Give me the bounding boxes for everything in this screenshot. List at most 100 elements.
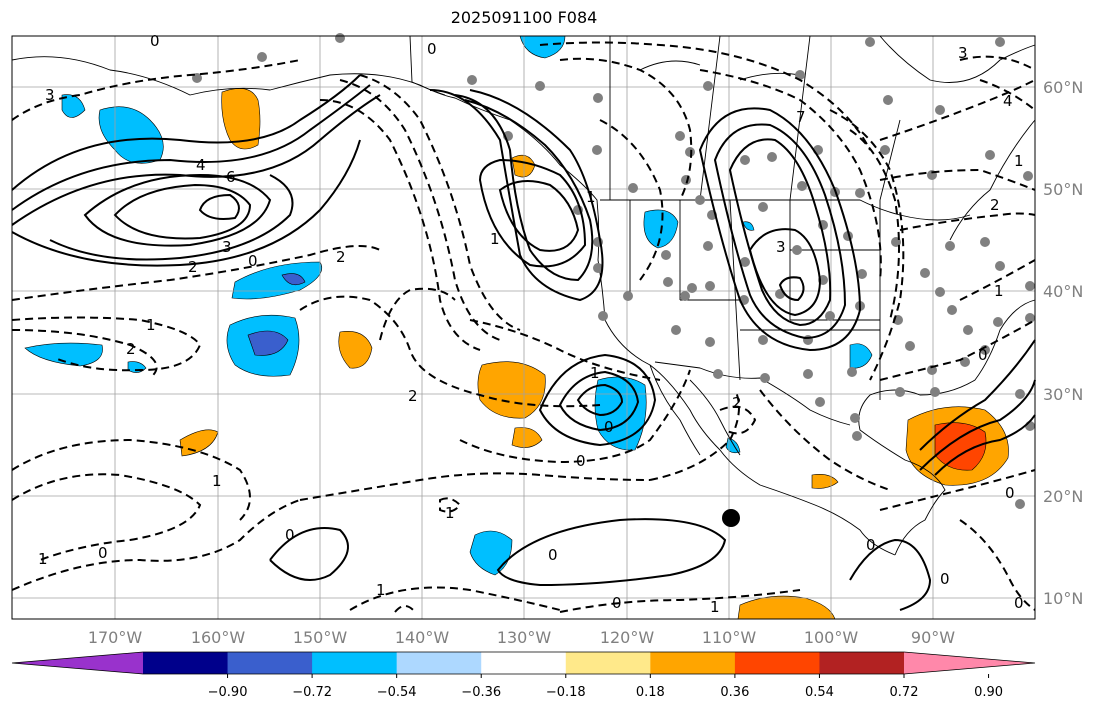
colorbar-tick-label: −0.72 (292, 685, 332, 700)
shade-orange-alaska (221, 88, 261, 150)
contours-solid (11, 74, 1036, 611)
shade-orange-108w (811, 474, 839, 489)
colorbar-box (143, 652, 229, 674)
coastlines (11, 35, 1036, 556)
contour-label: 0 (940, 570, 950, 588)
contour-label: 3 (958, 44, 968, 62)
contour-label: 0 (978, 346, 988, 364)
contour-label: 2 (336, 248, 346, 266)
map-background (12, 36, 1035, 619)
colorbar-box (819, 652, 905, 674)
contour-label: 1 (994, 282, 1004, 300)
shade-blue-120w (594, 376, 647, 451)
contour-label: 2 (126, 340, 136, 358)
lon-label-170w: 170°W (88, 628, 143, 647)
station-dots (192, 33, 1035, 509)
longitude-labels: 170°W 160°W 150°W 140°W 130°W 120°W 110°… (88, 628, 955, 647)
contour-label: 3 (776, 238, 786, 256)
contour-label: 0 (866, 536, 876, 554)
contour-label: 0 (604, 418, 614, 436)
lat-label-30n: 30°N (1043, 385, 1083, 404)
coast-mexico-gulf (858, 299, 1036, 556)
shade-blue-west (24, 342, 103, 367)
coast-baja (649, 364, 701, 456)
colorbar-tick-label: −0.54 (377, 685, 417, 700)
contour-label: 7 (796, 108, 806, 126)
contour-label: 1 (212, 472, 222, 490)
colorbar-tick-label: 0.54 (805, 685, 834, 700)
contour-label: 1 (586, 188, 596, 206)
shade-blue-north (519, 35, 566, 59)
lon-label-130w: 130°W (497, 628, 552, 647)
colorbar-outline (11, 651, 1036, 675)
map-frame (11, 35, 1036, 620)
contour-label: 0 (1005, 484, 1015, 502)
contour-label: 0 (427, 40, 437, 58)
marker-black-dot (722, 509, 740, 527)
shade-blue-32n-inner (247, 330, 289, 356)
colorbar-extend-high (904, 652, 1035, 674)
border-us-mexico (654, 361, 851, 426)
shade-blue-gulf (849, 343, 873, 369)
colorbar: −0.90 −0.72 −0.54 −0.36 −0.18 0.18 0.36 0.54 0.7… (11, 651, 1036, 700)
colorbar-tick-label: 0.90 (974, 685, 1003, 700)
lon-label-140w: 140°W (395, 628, 450, 647)
lon-label-150w: 150°W (293, 628, 348, 647)
colorbar-tick-label: 0.72 (890, 685, 919, 700)
colorbar-tick-label: −0.18 (546, 685, 586, 700)
latitude-labels: 60°N 50°N 40°N 30°N 20°N 10°N (1043, 78, 1083, 608)
contour-label: 4 (1003, 92, 1013, 110)
contour-labels: 3 4 6 3 2 0 2 1 2 0 0 2 7 3 1 0 2 1 0 0 … (38, 32, 1024, 616)
lat-label-60n: 60°N (1043, 78, 1083, 97)
colorbar-box (396, 652, 482, 674)
contour-label: 1 (445, 504, 455, 522)
colorbar-tick-label: 0.36 (720, 685, 749, 700)
shade-blue-130w-15n (469, 530, 513, 576)
colorbar-box (227, 652, 313, 674)
colorbar-extend-low (12, 652, 143, 674)
colorbar-box (481, 652, 567, 674)
contour-label: 1 (1014, 152, 1024, 170)
contour-label: 1 (146, 316, 156, 334)
contour-label: 1 (490, 230, 500, 248)
state-borders (629, 199, 881, 400)
contours-dashed (11, 41, 1036, 613)
coast-gulf-california (689, 379, 741, 456)
colorbar-tick-label: −0.36 (461, 685, 501, 700)
lon-label-120w: 120°W (600, 628, 655, 647)
canada-provinces (609, 35, 901, 201)
contour-label: 6 (226, 168, 236, 186)
lon-label-110w: 110°W (702, 628, 757, 647)
contour-label: 0 (248, 252, 258, 270)
lat-label-10n: 10°N (1043, 589, 1083, 608)
lon-label-160w: 160°W (191, 628, 246, 647)
coast-arctic-islands (639, 60, 801, 81)
lon-label-100w: 100°W (804, 628, 859, 647)
lat-label-20n: 20°N (1043, 487, 1083, 506)
contour-label: 3 (222, 238, 232, 256)
colorbar-tick-label: −0.90 (208, 685, 248, 700)
shaded-regions (24, 35, 1009, 620)
contour-label: 0 (1014, 594, 1024, 612)
map-title: 2025091100 F084 (450, 8, 598, 27)
colorbar-box (650, 652, 736, 674)
contour-label: 0 (548, 546, 558, 564)
colorbar-box (565, 652, 651, 674)
shade-orange-130w-b (511, 427, 543, 448)
contour-label: 3 (45, 86, 55, 104)
contour-label: 1 (38, 550, 48, 568)
border-alaska (409, 35, 446, 96)
graticule (12, 36, 1035, 619)
contour-label: 1 (376, 581, 386, 599)
coast-hudson (879, 35, 1036, 83)
lon-label-90w: 90°W (911, 628, 955, 647)
contour-label: 2 (408, 387, 418, 405)
shade-blue-40n-inner (281, 273, 306, 286)
contour-label: 0 (98, 544, 108, 562)
lat-label-40n: 40°N (1043, 282, 1083, 301)
contour-label: 2 (188, 258, 198, 276)
contour-label: 0 (150, 32, 160, 50)
colorbar-box (734, 652, 820, 674)
colorbar-tick-label: 0.18 (636, 685, 665, 700)
shade-red-gulf (934, 422, 987, 471)
